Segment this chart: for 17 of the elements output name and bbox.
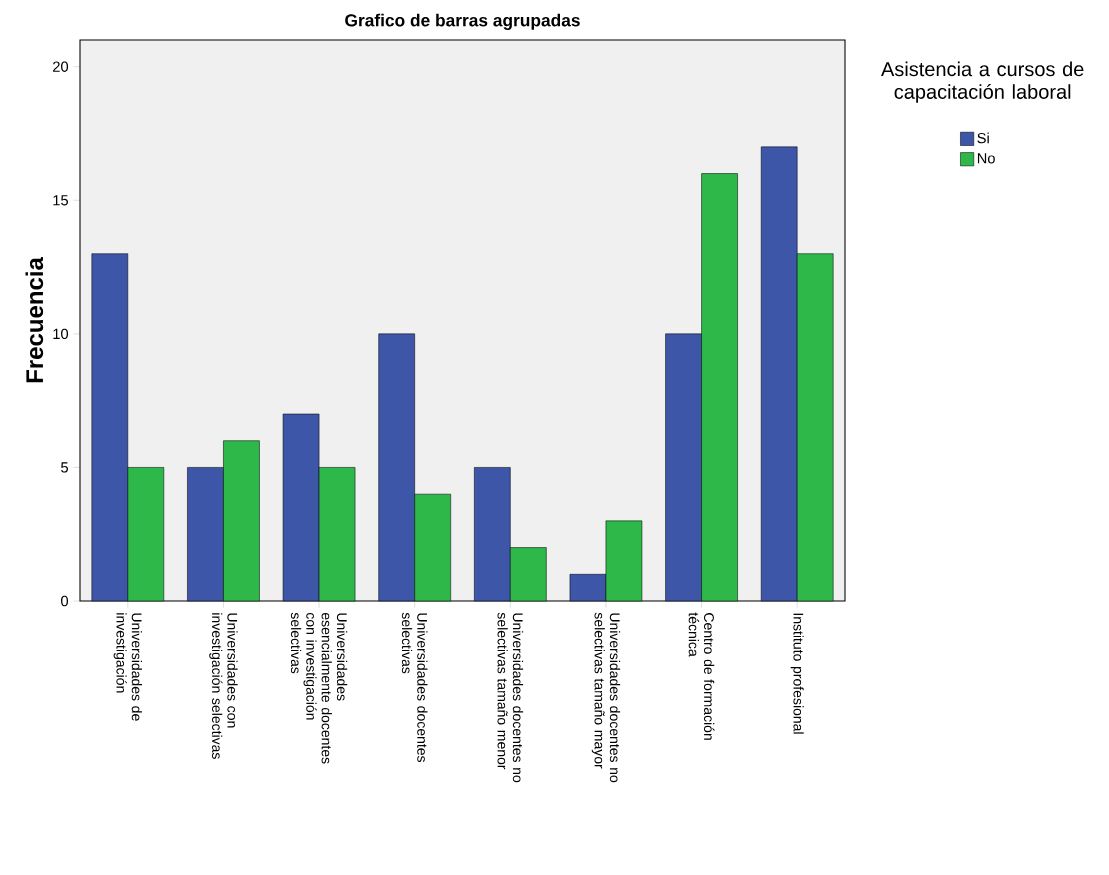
- x-tick-label: Instituto profesional: [790, 613, 804, 734]
- legend-label: Si: [977, 132, 989, 144]
- legend-title: Asistencia a cursos de capacitación laboral: [881, 61, 1084, 103]
- y-axis-title: Frecuencia: [25, 256, 44, 383]
- x-tick-label: Universidades docentes selectivas: [401, 612, 428, 763]
- x-tick-label: Universidades docentes no selectivas tamaño menor: [497, 612, 524, 783]
- y-tick-label: 5: [61, 462, 68, 473]
- y-tick-label: 0: [61, 595, 69, 607]
- y-tick-label: 20: [53, 61, 69, 72]
- y-tick-label: 15: [53, 195, 68, 206]
- x-tick-label: Universidades de investigación: [113, 613, 142, 721]
- chart-title: Grafico de barras agrupadas: [345, 13, 580, 30]
- x-tick-label: Universidades docentes no selectivas tamaño mayor: [591, 612, 621, 783]
- y-tick-label: 10: [53, 328, 69, 340]
- x-tick-label: Centro de formación técnica: [688, 612, 715, 740]
- legend-label: No: [977, 153, 995, 164]
- x-tick-label: Universidades esencialmente docentes con investigación selectivas: [290, 612, 348, 764]
